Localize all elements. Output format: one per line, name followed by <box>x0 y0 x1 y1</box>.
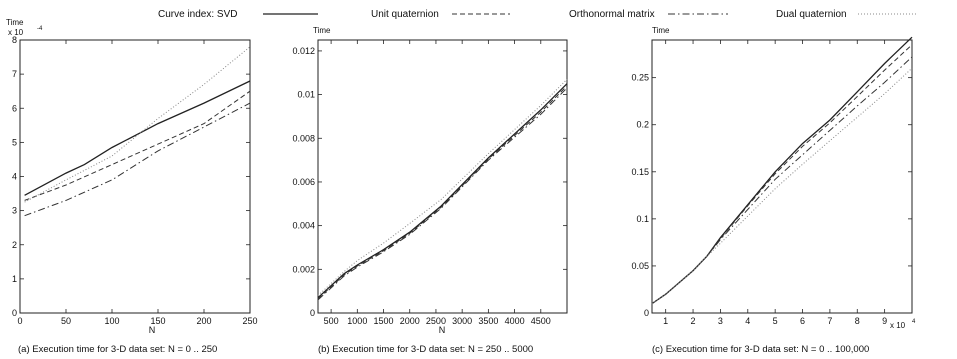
y-tick-label: 0.008 <box>292 133 315 143</box>
x-tick-label: 6 <box>800 316 805 326</box>
y-tick-label: 0 <box>310 308 315 318</box>
panel-caption: (c) Execution time for 3-D data set: N =… <box>652 344 869 355</box>
x-tick-label: 2500 <box>426 316 446 326</box>
y-tick-label: 4 <box>12 172 17 182</box>
x-tick-label: 5 <box>773 316 778 326</box>
x-tick-label: 3 <box>718 316 723 326</box>
x-tick-label: 4500 <box>531 316 551 326</box>
x-tick-label: 3000 <box>452 316 472 326</box>
x-tick-label: 250 <box>242 316 257 326</box>
chart-panel-b: 0 0.002 0.004 0.006 0.008 0.01 0.012 500 1000 150… <box>292 26 568 355</box>
y-tick-label: 3 <box>12 206 17 216</box>
x-tick-label: 4 <box>745 316 750 326</box>
chart-panel-c: 0 0.05 0.1 0.15 0.2 0.25 1 2 3 4 5 6 7 8 9 Time x 10 4 (c)… <box>631 26 916 355</box>
series-line-dashdot <box>24 102 251 217</box>
y-axis-label: Time <box>652 26 670 35</box>
y-tick-label: 6 <box>12 103 17 113</box>
x-tick-label: 100 <box>104 316 119 326</box>
y-tick-label: 0.01 <box>297 90 315 100</box>
legend-label-dashed: Unit quaternion <box>371 9 439 20</box>
y-axis-multiplier: x 10 <box>8 28 24 37</box>
series-line-dotted <box>317 78 568 296</box>
x-tick-label: 0 <box>17 316 22 326</box>
legend-label-dashdot: Orthonormal matrix <box>569 9 655 20</box>
panel-caption: (a) Execution time for 3-D data set: N =… <box>18 344 217 355</box>
series-line-dotted <box>651 67 913 305</box>
x-tick-label: 7 <box>827 316 832 326</box>
x-tick-label: 1 <box>663 316 668 326</box>
y-tick-label: 0.15 <box>631 167 649 177</box>
y-tick-label: 0.012 <box>292 46 315 56</box>
x-tick-label: 50 <box>61 316 71 326</box>
x-tick-label: 150 <box>150 316 165 326</box>
x-axis-multiplier: x 10 <box>890 321 906 330</box>
series-line-dashdot <box>651 56 913 305</box>
y-tick-label: 0.002 <box>292 264 315 274</box>
y-tick-label: 0.05 <box>631 261 649 271</box>
y-tick-label: 0.2 <box>636 120 649 130</box>
series-line-solid <box>651 36 913 305</box>
y-axis-exponent: -4 <box>37 26 43 32</box>
x-tick-label: 1500 <box>374 316 394 326</box>
plot-frame <box>19 39 251 314</box>
x-axis-exponent: 4 <box>912 319 916 325</box>
series-line-solid <box>24 80 251 196</box>
legend-label-dotted: Dual quaternion <box>776 9 847 20</box>
y-tick-label: 0.006 <box>292 177 315 187</box>
y-tick-label: 1 <box>12 274 17 284</box>
series-line-dashed <box>24 90 251 201</box>
y-tick-label: 5 <box>12 137 17 147</box>
plot-frame <box>317 39 568 314</box>
legend-label-solid: Curve index: SVD <box>158 9 237 20</box>
y-tick-label: 7 <box>12 69 17 79</box>
y-tick-label: 0 <box>644 308 649 318</box>
y-axis-label: Time <box>6 18 24 27</box>
panel-caption: (b) Execution time for 3-D data set: N =… <box>318 344 533 355</box>
y-tick-label: 0.25 <box>631 73 649 83</box>
y-tick-label: 0 <box>12 308 17 318</box>
series-line-solid <box>317 83 568 299</box>
x-tick-label: 3500 <box>478 316 498 326</box>
x-axis-label: N <box>439 325 446 335</box>
y-tick-label: 0.1 <box>636 214 649 224</box>
y-tick-label: 2 <box>12 240 17 250</box>
x-tick-label: 500 <box>324 316 339 326</box>
series-line-dashed <box>317 85 568 300</box>
x-axis-label: N <box>149 325 156 335</box>
y-tick-label: 0.004 <box>292 221 315 231</box>
series-line-dashdot <box>317 87 568 301</box>
legend: Curve index: SVD Unit quaternion Orthonorm… <box>158 9 917 20</box>
series-line-dotted <box>24 46 251 203</box>
x-tick-label: 2 <box>691 316 696 326</box>
plot-frame <box>651 39 913 314</box>
series-line-dashed <box>651 44 913 305</box>
y-axis-label: Time <box>313 26 331 35</box>
x-tick-label: 2000 <box>400 316 420 326</box>
x-tick-label: 9 <box>882 316 887 326</box>
x-tick-label: 200 <box>196 316 211 326</box>
x-tick-label: 8 <box>855 316 860 326</box>
y-tick-label: 8 <box>12 35 17 45</box>
x-tick-label: 1000 <box>347 316 367 326</box>
x-tick-label: 4000 <box>505 316 525 326</box>
